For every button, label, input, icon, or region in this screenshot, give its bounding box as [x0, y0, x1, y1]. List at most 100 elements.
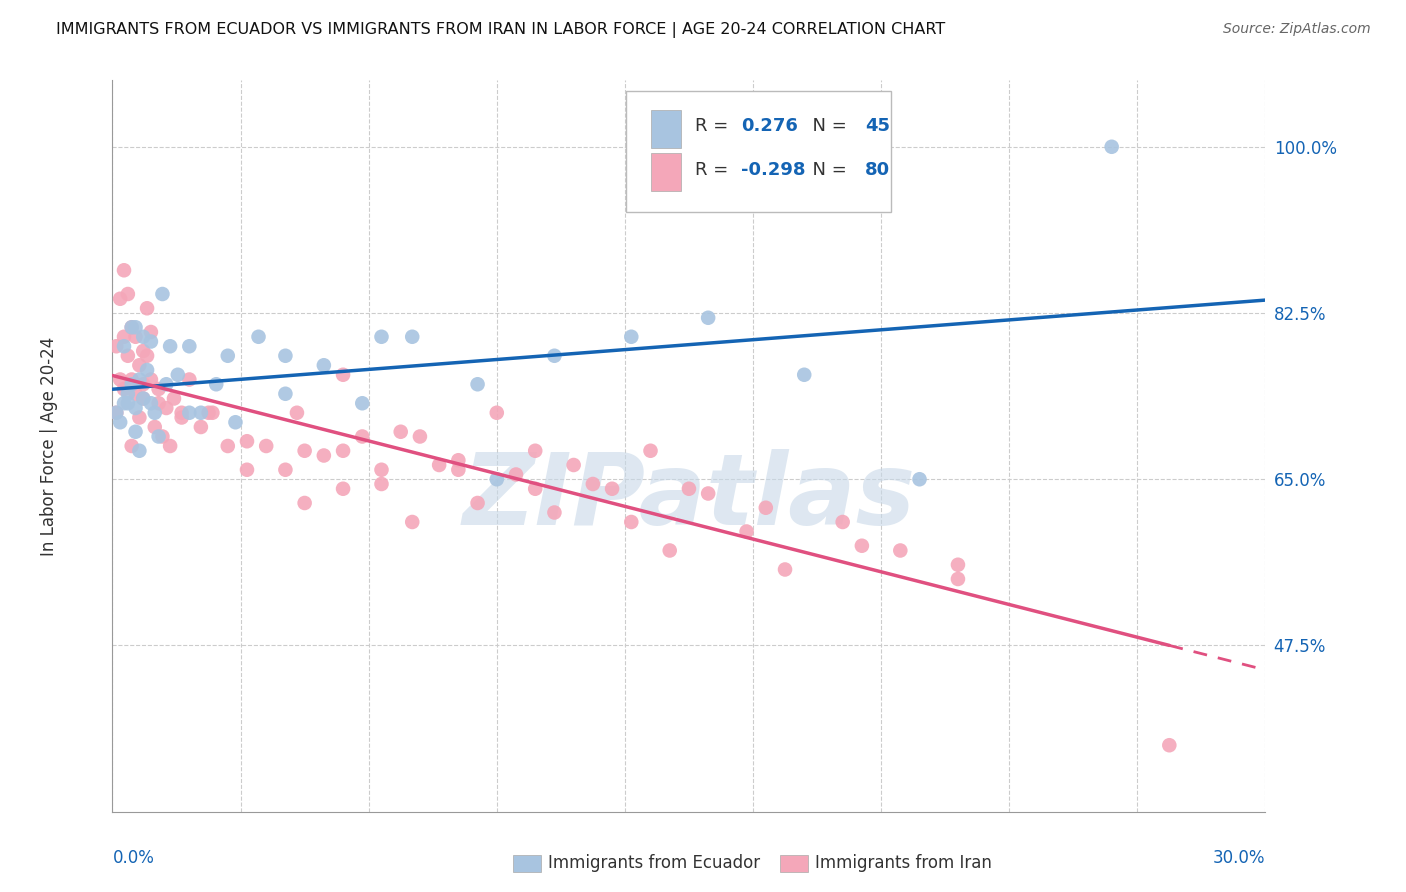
Point [152, 429, 174, 443]
Point [236, 434, 259, 449]
Text: 30.0%: 30.0% [1213, 849, 1265, 867]
Point [224, 415, 246, 429]
Point [112, 382, 135, 396]
Point [582, 477, 605, 491]
Point [1101, 140, 1123, 154]
Point [170, 410, 193, 425]
Point [132, 330, 155, 344]
Text: 80: 80 [865, 161, 890, 178]
Point [124, 425, 146, 439]
Point [389, 425, 412, 439]
Point [427, 458, 450, 472]
Point [332, 368, 354, 382]
Point [136, 349, 159, 363]
Point [773, 562, 796, 576]
Point [155, 377, 177, 392]
Point [294, 496, 316, 510]
Point [562, 458, 585, 472]
FancyBboxPatch shape [626, 91, 891, 212]
Text: Immigrants from Ecuador: Immigrants from Ecuador [548, 855, 761, 872]
Bar [651, 110, 681, 147]
Point [352, 429, 374, 443]
Point [447, 453, 470, 467]
Point [370, 477, 392, 491]
Point [166, 368, 188, 382]
Point [139, 325, 162, 339]
Point [620, 515, 643, 529]
Text: N =: N = [801, 117, 852, 135]
Point [112, 339, 135, 353]
Point [132, 392, 155, 406]
Text: IMMIGRANTS FROM ECUADOR VS IMMIGRANTS FROM IRAN IN LABOR FORCE | AGE 20-24 CORRE: IMMIGRANTS FROM ECUADOR VS IMMIGRANTS FR… [56, 22, 945, 38]
Text: 45: 45 [865, 117, 890, 135]
Point [285, 406, 308, 420]
Point [505, 467, 527, 482]
Point [524, 443, 547, 458]
Point [108, 292, 131, 306]
Point [124, 386, 146, 401]
Point [136, 301, 159, 316]
Point [132, 392, 155, 406]
Point [908, 472, 931, 486]
Point [485, 472, 508, 486]
Point [946, 572, 969, 586]
Point [543, 349, 565, 363]
Text: -0.298: -0.298 [741, 161, 806, 178]
Point [889, 543, 911, 558]
Point [524, 482, 547, 496]
Point [332, 443, 354, 458]
Point [139, 334, 162, 349]
Point [108, 372, 131, 386]
Point [121, 377, 143, 392]
Point [401, 515, 423, 529]
Point [735, 524, 758, 539]
Point [112, 263, 135, 277]
Point [312, 358, 335, 372]
Point [139, 396, 162, 410]
Point [409, 429, 432, 443]
Point [620, 330, 643, 344]
Point [128, 443, 150, 458]
Point [170, 406, 193, 420]
Point [128, 410, 150, 425]
Point [143, 406, 166, 420]
Text: 0.0%: 0.0% [112, 849, 155, 867]
Point [485, 406, 508, 420]
Text: R =: R = [695, 161, 734, 178]
Point [190, 406, 212, 420]
Point [274, 463, 297, 477]
Point [108, 415, 131, 429]
Point [205, 377, 228, 392]
Point [105, 406, 128, 420]
Text: R =: R = [695, 117, 734, 135]
Point [697, 486, 720, 500]
Point [236, 463, 259, 477]
Text: Source: ZipAtlas.com: Source: ZipAtlas.com [1223, 22, 1371, 37]
Point [132, 344, 155, 359]
Point [159, 439, 181, 453]
Point [148, 429, 170, 443]
Point [105, 406, 128, 420]
Point [600, 482, 623, 496]
Text: In Labor Force | Age 20-24: In Labor Force | Age 20-24 [39, 336, 58, 556]
Point [112, 330, 135, 344]
Point [793, 368, 815, 382]
Point [254, 439, 277, 453]
Point [139, 372, 162, 386]
Bar [651, 153, 681, 192]
Point [124, 320, 146, 334]
Text: N =: N = [801, 161, 852, 178]
Point [112, 396, 135, 410]
Point [640, 443, 662, 458]
Point [312, 449, 335, 463]
Point [851, 539, 873, 553]
Point [190, 420, 212, 434]
Point [201, 406, 224, 420]
Point [143, 420, 166, 434]
Point [121, 372, 143, 386]
Point [152, 287, 174, 301]
Point [332, 482, 354, 496]
Point [136, 363, 159, 377]
Text: ZIPatlas: ZIPatlas [463, 449, 915, 546]
Point [179, 339, 201, 353]
